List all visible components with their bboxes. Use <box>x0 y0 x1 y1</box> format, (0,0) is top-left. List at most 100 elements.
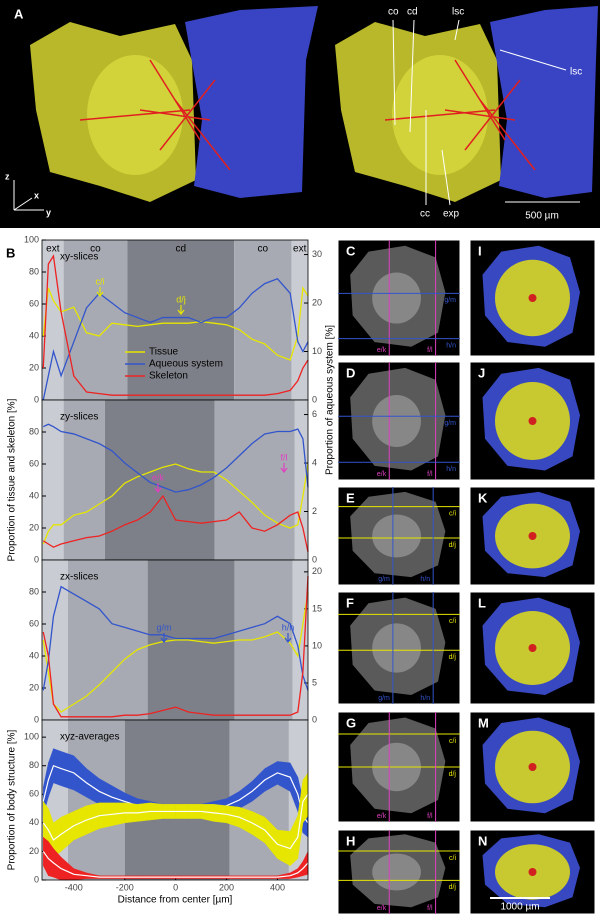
zone-label: co <box>258 244 269 255</box>
slice-label: g/m <box>378 576 390 583</box>
annotation-arrow <box>160 633 168 643</box>
x-tick-label: 0 <box>173 882 178 892</box>
zone <box>234 240 292 400</box>
slice-label: c/i <box>449 855 456 862</box>
slice-label: g/m <box>444 297 456 304</box>
slice-label: c/i <box>449 618 456 625</box>
annotation: c/i <box>96 276 105 286</box>
annotation: co <box>388 7 399 18</box>
panel-label: A <box>14 6 24 21</box>
specimen-skeleton <box>528 532 537 540</box>
annotation-arrow <box>177 305 185 315</box>
error-band <box>86 802 100 835</box>
slice-label: h/n <box>420 576 430 583</box>
y-tick-label: 40 <box>29 330 39 340</box>
specimen-skeleton <box>528 763 537 771</box>
specimen-skeleton <box>528 644 537 652</box>
panel-label: B <box>6 245 15 260</box>
x-tick-label: -200 <box>116 882 134 892</box>
slice-label: e/k <box>377 813 387 820</box>
mean-line <box>42 851 309 878</box>
slice-label: d/j <box>449 771 457 778</box>
subplot-title: zx-slices <box>60 572 98 583</box>
zone-label: ext <box>46 244 60 255</box>
slice-label: g/m <box>378 695 390 702</box>
y2-tick-label: 0 <box>312 394 317 404</box>
y-tick-label: 100 <box>24 732 39 742</box>
y2-tick-label: 0 <box>312 714 317 724</box>
subplot-title: xy-slices <box>60 252 98 263</box>
y-tick-label: 0 <box>34 554 39 564</box>
y2-tick-label: 15 <box>312 603 322 613</box>
annotation: e/k <box>152 472 165 482</box>
plot-frame <box>41 719 309 881</box>
y-tick-label: 0 <box>34 394 39 404</box>
y-tick-label: 20 <box>29 362 39 372</box>
slice-label: f/l <box>427 905 433 912</box>
zone <box>63 400 105 560</box>
y-tick-label: 60 <box>29 618 39 628</box>
annotation-arrow <box>280 463 288 473</box>
series-line <box>42 254 309 396</box>
slice-label: e/k <box>377 471 387 478</box>
slice-label: g/m <box>444 420 456 427</box>
annotation: lsc <box>452 7 464 18</box>
panel-label: D <box>346 365 355 380</box>
panel-label: N <box>478 833 487 848</box>
slice-label: f/l <box>427 347 433 354</box>
y2-tick-label: 4 <box>312 457 317 467</box>
legend-label: Tissue <box>149 347 179 358</box>
y-tick-label: 80 <box>29 760 39 770</box>
annotation-arrow <box>284 633 292 643</box>
y2-tick-label: 5 <box>312 677 317 687</box>
series-line <box>42 463 309 545</box>
y-tick-label: 40 <box>29 817 39 827</box>
zone <box>42 400 64 560</box>
y-tick-label: 80 <box>29 266 39 276</box>
axis-label: z <box>5 171 10 181</box>
legend-label: Aqueous system <box>149 359 223 370</box>
y2-tick-label: 20 <box>312 566 322 576</box>
x-tick-label: 400 <box>270 882 285 892</box>
y2-tick-label: 20 <box>312 297 322 307</box>
slice-label: e/k <box>377 905 387 912</box>
slice-label: d/j <box>449 884 457 891</box>
scale-bar-label: 500 µm <box>525 211 559 222</box>
subplot-title: zy-slices <box>60 412 98 423</box>
zone <box>294 400 308 560</box>
axis-label: y <box>46 207 51 217</box>
specimen-left <box>30 6 318 202</box>
slice-label: c/i <box>449 738 456 745</box>
series-line <box>42 585 309 691</box>
annotation: g/m <box>156 622 171 632</box>
panel-label: C <box>346 243 356 258</box>
subplot-title: xyz-averages <box>60 732 119 743</box>
specimen-skeleton <box>528 294 537 302</box>
annotation: cc <box>420 209 430 220</box>
y2-tick-label: 6 <box>312 409 317 419</box>
x-tick-label: -400 <box>65 882 83 892</box>
panel-label: K <box>478 490 488 505</box>
series-line <box>42 278 309 401</box>
y-axis-label: Proportion of body structure [%] <box>7 729 18 870</box>
panel-label: J <box>478 365 485 380</box>
slice-label: d/j <box>449 542 457 549</box>
slice-label: f/l <box>427 471 433 478</box>
panel-label: M <box>478 715 489 730</box>
annotation: d/j <box>176 294 186 304</box>
series-line <box>42 575 309 718</box>
y-tick-label: 0 <box>34 714 39 724</box>
zone <box>214 400 295 560</box>
y2-tick-label: 0 <box>312 554 317 564</box>
y-tick-label: 60 <box>29 789 39 799</box>
annotation: f/l <box>280 452 287 462</box>
zone-label: cd <box>175 244 186 255</box>
panel-label: H <box>346 833 355 848</box>
specimen-core <box>372 623 421 673</box>
annotation: cd <box>407 7 418 18</box>
annotation-arrow <box>96 287 104 297</box>
y-tick-label: 20 <box>29 846 39 856</box>
annotation: lsc <box>570 67 582 78</box>
y2-tick-label: 10 <box>312 346 322 356</box>
y-tick-label: 80 <box>29 426 39 436</box>
